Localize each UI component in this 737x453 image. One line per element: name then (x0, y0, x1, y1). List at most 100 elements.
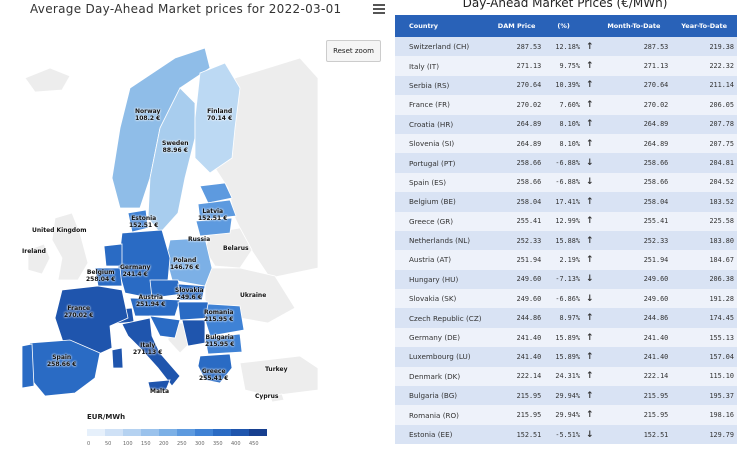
cell-month-to-date: 252.33 (596, 230, 672, 251)
table-row[interactable]: Czech Republic (CZ) 244.86 8.97% ↑ 244.86 174… (395, 308, 737, 328)
table-row[interactable]: Slovenia (SI) 264.89 8.10% ↑ 264.89 207.75 (395, 133, 737, 154)
legend-ticks: 0 50 100 150 200 250 300 350 400 450 (87, 441, 267, 451)
cell-country: Slovakia (SK) (395, 289, 489, 309)
table-row[interactable]: France (FR) 270.02 7.60% ↑ 270.02 206.05 (395, 95, 737, 115)
europe-map[interactable] (0, 18, 320, 408)
reset-zoom-button[interactable]: Reset zoom (326, 40, 381, 62)
cell-month-to-date: 271.13 (596, 56, 672, 76)
region-estonia[interactable] (199, 182, 233, 204)
cell-dam-price: 271.13 (489, 56, 545, 76)
table-row[interactable]: Belgium (BE) 258.04 17.41% ↑ 258.04 183.52 (395, 192, 737, 212)
legend-swatch (141, 429, 159, 436)
legend-tick-label: 0 (87, 441, 91, 447)
table-row[interactable]: Slovakia (SK) 249.60 -6.86% ↓ 249.60 191.28 (395, 289, 737, 309)
legend-swatch (87, 429, 105, 436)
map-label-ireland: Ireland (22, 248, 46, 255)
cell-month-to-date: 255.41 (596, 211, 672, 231)
table-row[interactable]: Germany (DE) 241.40 15.89% ↑ 241.40 155.13 (395, 327, 737, 348)
cell-month-to-date: 264.89 (596, 114, 672, 134)
region-austria[interactable] (129, 297, 181, 317)
hamburger-menu-icon[interactable] (373, 4, 385, 16)
region-ireland[interactable] (27, 243, 51, 275)
legend-swatch (249, 429, 267, 436)
cell-month-to-date: 258.66 (596, 172, 672, 193)
header-month-to-date[interactable]: Month-To-Date (596, 15, 672, 37)
table-row[interactable]: Greece (GR) 255.41 12.99% ↑ 255.41 225.58 (395, 211, 737, 231)
region-slovakia[interactable] (177, 283, 206, 301)
arrow-up-icon: ↑ (582, 211, 597, 231)
map-label-malta: Malta (150, 388, 169, 395)
table-row[interactable]: Netherlands (NL) 252.33 15.88% ↑ 252.33 183.8… (395, 230, 737, 251)
region-lithuania[interactable] (195, 217, 233, 237)
map-label-uk: United Kingdom (32, 227, 87, 234)
map-label-austria: Austria 251.94 € (136, 294, 166, 308)
region-france[interactable] (54, 285, 129, 359)
table-row[interactable]: Spain (ES) 258.66 -6.88% ↓ 258.66 204.52 (395, 172, 737, 193)
cell-dam-price: 264.89 (489, 133, 545, 154)
region-denmark[interactable] (127, 209, 149, 233)
table-row[interactable]: Estonia (EE) 152.51 -5.51% ↓ 152.51 129.79 (395, 424, 737, 445)
arrow-down-icon: ↓ (582, 172, 597, 193)
region-romania[interactable] (204, 303, 245, 337)
cell-year-to-date: 219.38 (671, 37, 737, 57)
map-label-bulgaria: Bulgaria 215.95 € (205, 334, 235, 348)
cell-dam-price: 264.89 (489, 114, 545, 134)
table-row[interactable]: Denmark (DK) 222.14 24.31% ↑ 222.14 115.10 (395, 366, 737, 387)
arrow-up-icon: ↑ (582, 95, 597, 115)
arrow-up-icon: ↑ (582, 250, 597, 270)
table-row[interactable]: Luxembourg (LU) 241.40 15.89% ↑ 241.40 157.04 (395, 347, 737, 367)
cell-year-to-date: 198.16 (671, 405, 737, 425)
color-legend-bar (87, 429, 267, 436)
region-sweden[interactable] (147, 87, 196, 234)
arrow-up-icon: ↑ (582, 366, 597, 387)
map-label-ukraine: Ukraine (240, 292, 267, 299)
header-pct[interactable]: (%) (544, 15, 583, 37)
region-bulgaria[interactable] (204, 333, 243, 355)
header-dam-price[interactable]: DAM Price (489, 15, 545, 37)
cell-dam-price: 249.60 (489, 269, 545, 290)
cell-year-to-date: 195.37 (671, 386, 737, 406)
table-row[interactable]: Austria (AT) 251.94 2.19% ↑ 251.94 184.67 (395, 250, 737, 270)
region-spain[interactable] (29, 339, 101, 397)
header-trend (582, 15, 597, 37)
cell-pct-change: 17.41% (544, 192, 583, 212)
region-netherlands[interactable] (103, 243, 123, 267)
cell-country: France (FR) (395, 95, 489, 115)
cell-country: Italy (IT) (395, 56, 489, 76)
region-greece[interactable] (197, 353, 233, 384)
cell-month-to-date: 258.04 (596, 192, 672, 212)
arrow-up-icon: ↑ (582, 327, 597, 348)
table-row[interactable]: Switzerland (CH) 287.53 12.18% ↑ 287.53 219.3… (395, 37, 737, 57)
table-body: Switzerland (CH) 287.53 12.18% ↑ 287.53 219.3… (395, 37, 737, 445)
region-italy[interactable] (121, 317, 181, 387)
table-row[interactable]: Bulgaria (BG) 215.95 29.94% ↑ 215.95 195.37 (395, 386, 737, 406)
table-row[interactable]: Italy (IT) 271.13 9.75% ↑ 271.13 222.32 (395, 56, 737, 76)
table-row[interactable]: Croatia (HR) 264.89 8.10% ↑ 264.89 207.78 (395, 114, 737, 134)
region-sardinia[interactable] (111, 347, 124, 369)
region-uk[interactable] (51, 212, 89, 281)
table-row[interactable]: Hungary (HU) 249.60 -7.13% ↓ 249.60 206.38 (395, 269, 737, 290)
region-portugal[interactable] (21, 343, 35, 389)
header-country[interactable]: Country (395, 15, 489, 37)
map-label-italy: Italy 271.13 € (133, 342, 163, 356)
region-latvia[interactable] (197, 199, 237, 221)
map-label-belarus: Belarus (223, 245, 249, 252)
region-turkey[interactable] (239, 355, 319, 397)
region-belgium[interactable] (94, 267, 123, 287)
table-row[interactable]: Romania (RO) 215.95 29.94% ↑ 215.95 198.16 (395, 405, 737, 425)
region-sicily[interactable] (147, 379, 171, 391)
cell-dam-price: 287.53 (489, 37, 545, 57)
region-serbia[interactable] (181, 319, 206, 347)
arrow-up-icon: ↑ (582, 133, 597, 154)
cell-pct-change: 7.60% (544, 95, 583, 115)
table-row[interactable]: Portugal (PT) 258.66 -6.88% ↓ 258.66 204.81 (395, 153, 737, 173)
table-row[interactable]: Serbia (RS) 270.64 10.39% ↑ 270.64 211.14 (395, 75, 737, 96)
header-year-to-date[interactable]: Year-To-Date (671, 15, 737, 37)
region-finland[interactable] (194, 62, 241, 174)
cell-year-to-date: 184.67 (671, 250, 737, 270)
cell-month-to-date: 215.95 (596, 386, 672, 406)
region-slovenia-croatia[interactable] (149, 315, 181, 339)
map-title: Average Day-Ahead Market prices for 2022… (30, 2, 342, 16)
cell-country: Spain (ES) (395, 172, 489, 193)
cell-country: Portugal (PT) (395, 153, 489, 173)
